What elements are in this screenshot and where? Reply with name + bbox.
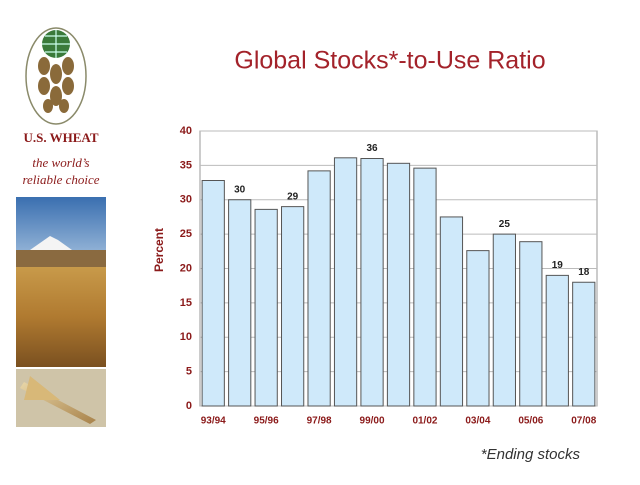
bar bbox=[281, 206, 305, 407]
bar bbox=[228, 199, 252, 407]
bar bbox=[201, 180, 225, 407]
y-tick-label: 40 bbox=[180, 125, 192, 137]
x-tick-label: 01/02 bbox=[412, 416, 437, 427]
y-tick-label: 0 bbox=[186, 400, 192, 412]
bar bbox=[439, 216, 464, 407]
bar bbox=[254, 208, 278, 407]
bar bbox=[333, 157, 358, 407]
value-label: 18 bbox=[578, 267, 590, 278]
brand-tagline: the world’s bbox=[32, 155, 89, 170]
x-tick-label: 03/04 bbox=[465, 416, 490, 427]
y-axis-label: Percent bbox=[152, 228, 166, 272]
plot: 0 5 10 15 20 25 30 35 40 93/94 30 95/96 29 97/98 99/00… bbox=[180, 125, 598, 427]
bar bbox=[545, 274, 569, 407]
x-tick-label: 97/98 bbox=[307, 416, 332, 427]
bar bbox=[492, 233, 516, 407]
x-tick-label: 05/06 bbox=[518, 416, 543, 427]
chart-title: Global Stocks*-to-Use Ratio bbox=[234, 47, 545, 75]
value-label: 30 bbox=[234, 184, 246, 195]
value-label: 36 bbox=[366, 143, 378, 154]
brand-name: U.S. WHEAT bbox=[23, 130, 98, 145]
bar bbox=[519, 241, 543, 407]
bar bbox=[466, 250, 490, 407]
bar bbox=[360, 158, 384, 407]
bar bbox=[572, 281, 596, 407]
value-label: 25 bbox=[499, 219, 511, 230]
value-label: 29 bbox=[287, 191, 299, 202]
x-tick-label: 95/96 bbox=[254, 416, 279, 427]
y-tick-label: 30 bbox=[180, 194, 192, 206]
y-tick-label: 35 bbox=[180, 159, 192, 171]
logo bbox=[25, 27, 87, 125]
y-tick-label: 25 bbox=[180, 228, 192, 240]
brand-tagline: reliable choice bbox=[22, 172, 99, 187]
value-label: 19 bbox=[552, 260, 564, 271]
y-tick-label: 5 bbox=[186, 366, 192, 378]
bar bbox=[307, 170, 331, 407]
footnote: *Ending stocks bbox=[481, 446, 581, 463]
photo-field bbox=[16, 267, 106, 367]
bar bbox=[386, 162, 411, 407]
y-tick-label: 10 bbox=[180, 331, 192, 343]
x-tick-label: 07/08 bbox=[571, 416, 596, 427]
x-tick-label: 93/94 bbox=[201, 416, 226, 427]
y-tick-label: 15 bbox=[180, 297, 192, 309]
x-tick-label: 99/00 bbox=[360, 416, 385, 427]
photo-landscape bbox=[16, 197, 106, 267]
photo-bundle bbox=[16, 369, 106, 427]
bar bbox=[413, 167, 437, 407]
y-tick-label: 20 bbox=[180, 262, 192, 274]
